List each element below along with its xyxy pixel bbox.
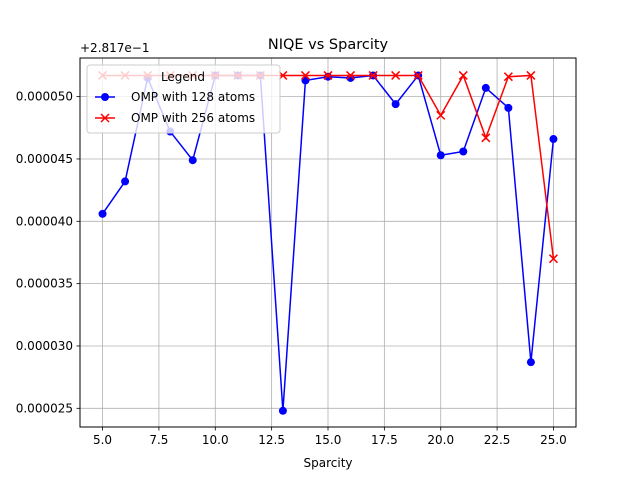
y-tick-label: 0.000030 [16, 339, 73, 353]
legend-title: Legend [161, 70, 205, 84]
x-tick-label: 12.5 [258, 433, 285, 447]
data-point [436, 110, 446, 120]
data-point [324, 72, 332, 81]
legend-marker-omp-256 [100, 113, 110, 123]
data-point [481, 83, 490, 92]
data-point [526, 70, 536, 80]
data-point [526, 358, 535, 367]
y-tick-label: 0.000040 [16, 214, 73, 228]
data-point [504, 103, 513, 112]
x-tick-label: 5.0 [93, 433, 112, 447]
legend-label-omp-256: OMP with 256 atoms [131, 111, 255, 125]
data-point [481, 133, 491, 143]
y-tick-label: 0.000045 [16, 152, 73, 166]
data-point [391, 70, 401, 80]
legend-box [86, 64, 281, 134]
data-point [346, 70, 356, 80]
data-point [188, 156, 197, 165]
data-point [413, 70, 423, 80]
data-point [503, 72, 513, 82]
x-tick-label: 25.0 [540, 433, 567, 447]
data-point [121, 177, 130, 186]
data-point [300, 70, 310, 80]
data-point [436, 151, 445, 160]
x-axis-title: Sparcity [304, 456, 353, 470]
chart-title: NIQE vs Sparcity [268, 37, 389, 53]
data-point [278, 406, 287, 415]
y-tick-label: 0.000035 [16, 277, 73, 291]
x-tick-label: 20.0 [427, 433, 454, 447]
data-point [548, 254, 558, 264]
legend-label-omp-128: OMP with 128 atoms [131, 90, 255, 104]
y-tick-label: 0.000050 [16, 90, 73, 104]
x-tick-label: 10.0 [202, 433, 229, 447]
x-tick-label: 15.0 [315, 433, 342, 447]
x-tick-label: 22.5 [484, 433, 511, 447]
data-point [368, 70, 378, 80]
ticks: 5.0 7.5 10.0 12.5 15.0 17.5 20.0 22.5 25.0 0.0000… [16, 90, 567, 447]
y-tick-label: 0.000025 [16, 401, 73, 415]
x-tick-label: 17.5 [371, 433, 398, 447]
data-point [458, 70, 468, 80]
legend: Legend OMP with 128 atoms OMP with 256 a… [86, 64, 281, 134]
x-tick-label: 7.5 [149, 433, 168, 447]
data-point [391, 100, 400, 109]
y-offset-label: +2.817e−1 [80, 41, 149, 55]
legend-marker-omp-128 [101, 93, 109, 101]
data-point [323, 70, 333, 80]
data-point [459, 147, 468, 156]
data-point [98, 209, 107, 218]
data-point [549, 135, 558, 144]
